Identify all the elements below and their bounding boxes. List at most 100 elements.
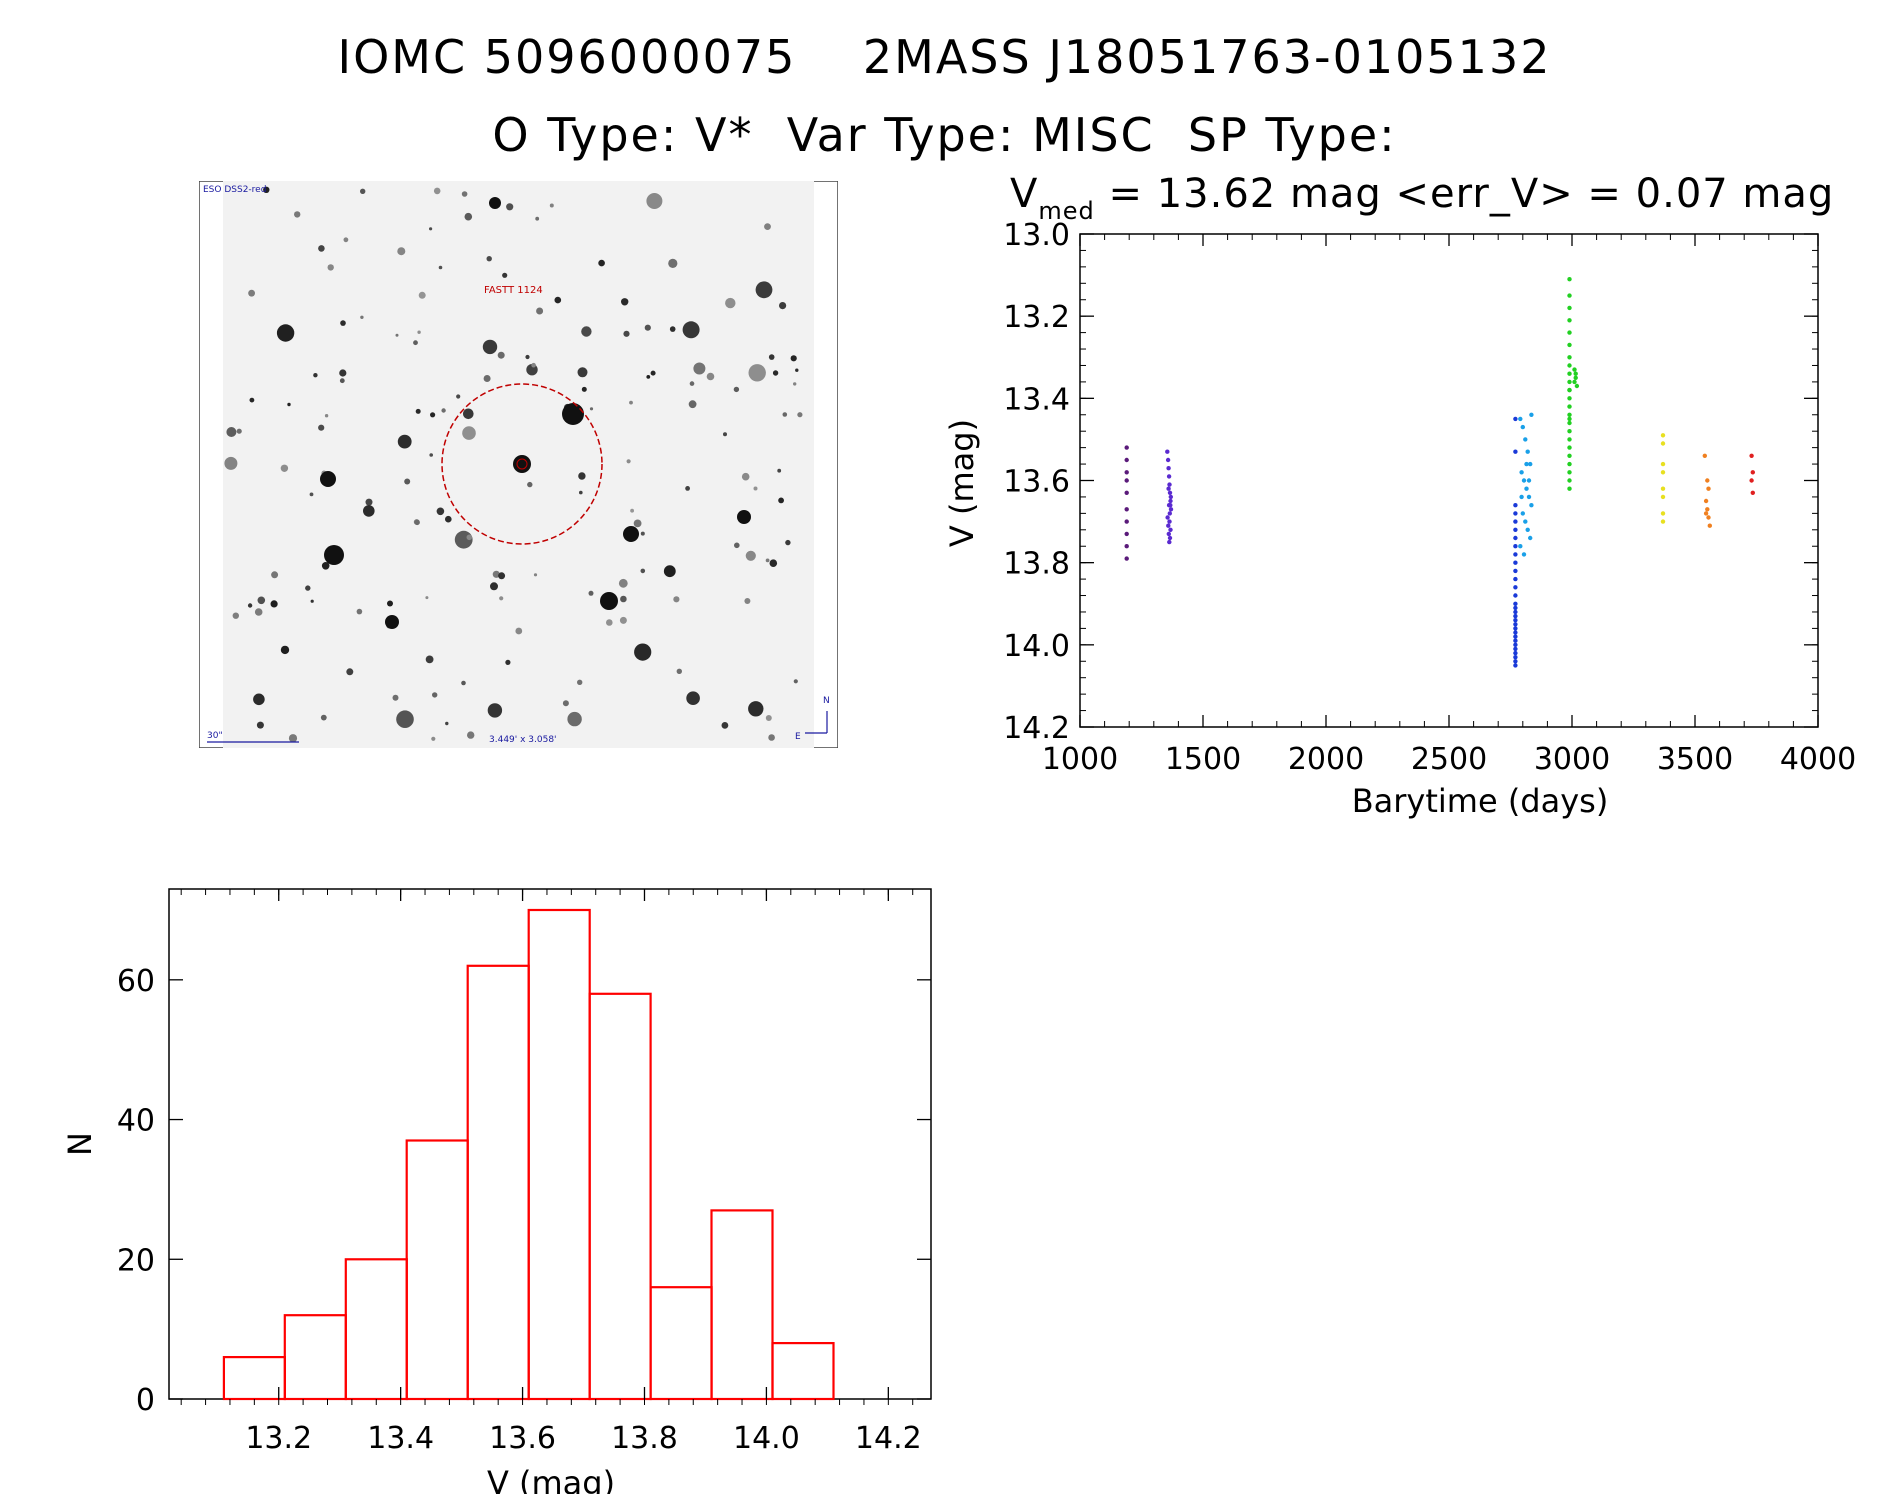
star <box>797 412 803 418</box>
star <box>340 320 346 326</box>
lightcurve-point <box>1525 527 1530 532</box>
lightcurve-point <box>1660 470 1666 475</box>
lightcurve-point <box>1513 560 1518 565</box>
star <box>327 264 334 271</box>
lightcurve-point <box>1572 367 1577 372</box>
star <box>253 693 265 706</box>
lightcurve-point <box>1567 387 1572 393</box>
lightcurve-point <box>1519 494 1524 500</box>
star <box>581 386 587 392</box>
lightcurve-point <box>1572 379 1577 385</box>
star <box>577 367 588 378</box>
star <box>392 694 399 701</box>
star <box>629 400 633 405</box>
lightcurve-point <box>1513 568 1518 574</box>
histogram-ylabel: N <box>61 1132 99 1156</box>
lightcurve-xtick-label: 3500 <box>1657 742 1733 777</box>
target-label: FASTT 1124 <box>484 285 543 296</box>
star <box>765 715 772 721</box>
histogram-ytick-label: 40 <box>117 1104 155 1139</box>
lightcurve-point <box>1706 486 1711 491</box>
lightcurve-xtick-label: 4000 <box>1780 742 1856 777</box>
star <box>257 596 266 605</box>
histogram-frame <box>168 888 932 1400</box>
star <box>633 519 642 528</box>
lightcurve-ytick-label: 14.0 <box>1003 629 1070 664</box>
star <box>525 354 530 360</box>
star <box>445 721 449 726</box>
type-subtitle: O Type: V* Var Type: MISC SP Type: <box>492 108 1397 162</box>
finding-chart-image: ESO DSS2-red FASTT 1124 30" 3.449' x 3.0… <box>199 181 838 748</box>
star <box>646 193 663 209</box>
star <box>668 258 678 268</box>
star <box>313 373 318 378</box>
histogram-bar <box>710 1209 774 1401</box>
histogram-bar <box>222 1355 286 1401</box>
star <box>793 382 797 386</box>
star <box>404 478 411 485</box>
star <box>618 578 628 588</box>
star <box>562 700 569 707</box>
star <box>676 668 682 674</box>
star <box>318 424 325 431</box>
lightcurve-point <box>1567 363 1572 368</box>
lightcurve-point <box>1567 355 1572 360</box>
lightcurve-title-subscript: med <box>1038 197 1094 225</box>
star <box>535 216 540 221</box>
star <box>431 736 436 741</box>
star <box>438 265 443 270</box>
histogram-ytick-label: 60 <box>117 964 155 999</box>
star <box>324 414 329 418</box>
star <box>795 368 799 372</box>
star <box>549 203 554 208</box>
star <box>673 596 680 603</box>
lightcurve-point <box>1513 609 1518 615</box>
histogram-plot: 13.2 13.4 13.6 13.8 14.0 14.2 0 20 40 60 <box>117 888 932 1456</box>
lightcurve-ylabel: V (mag) <box>943 419 981 547</box>
lightcurve-point <box>1518 416 1523 422</box>
histogram-bar <box>344 1258 408 1401</box>
lightcurve-point <box>1523 519 1528 524</box>
star <box>619 616 627 624</box>
star <box>577 679 583 685</box>
lightcurve-point <box>1520 424 1526 430</box>
lightcurve-point <box>1513 585 1518 590</box>
bright-star <box>513 455 531 473</box>
star <box>396 710 414 728</box>
lightcurve-point <box>1124 531 1129 537</box>
histogram-xtick-label: 13.6 <box>489 1421 556 1456</box>
star <box>531 362 536 368</box>
star <box>567 711 582 727</box>
lightcurve-ytick-label: 13.0 <box>1003 218 1070 253</box>
lightcurve-point <box>1513 642 1518 647</box>
star <box>634 643 652 661</box>
lightcurve-point <box>1124 544 1129 549</box>
bright-star <box>320 471 336 487</box>
lightcurve-ytick-label: 13.2 <box>1003 300 1070 335</box>
star <box>343 237 349 243</box>
star <box>748 364 766 382</box>
page-title: IOMC 5096000075 2MASS J18051763-0105132 <box>337 30 1552 84</box>
lightcurve-point <box>1513 601 1518 606</box>
star <box>725 297 736 309</box>
lightcurve-xtick-label: 3000 <box>1534 742 1610 777</box>
star <box>644 324 651 331</box>
lightcurve-point <box>1168 498 1173 504</box>
lightcurve-point <box>1168 494 1174 500</box>
lightcurve-point <box>1660 441 1666 446</box>
star <box>640 568 646 574</box>
lightcurve-point <box>1513 416 1518 422</box>
compass-n-label: N <box>823 696 830 706</box>
star <box>498 572 506 580</box>
star <box>748 701 764 717</box>
star <box>492 570 500 578</box>
bright-star <box>324 545 344 565</box>
star <box>753 486 758 491</box>
star <box>310 599 314 603</box>
lightcurve-point <box>1513 634 1518 639</box>
star <box>356 608 363 615</box>
lightcurve-point <box>1567 404 1572 409</box>
lightcurve-point <box>1513 544 1518 549</box>
star <box>723 432 727 437</box>
lightcurve-point <box>1573 375 1578 380</box>
